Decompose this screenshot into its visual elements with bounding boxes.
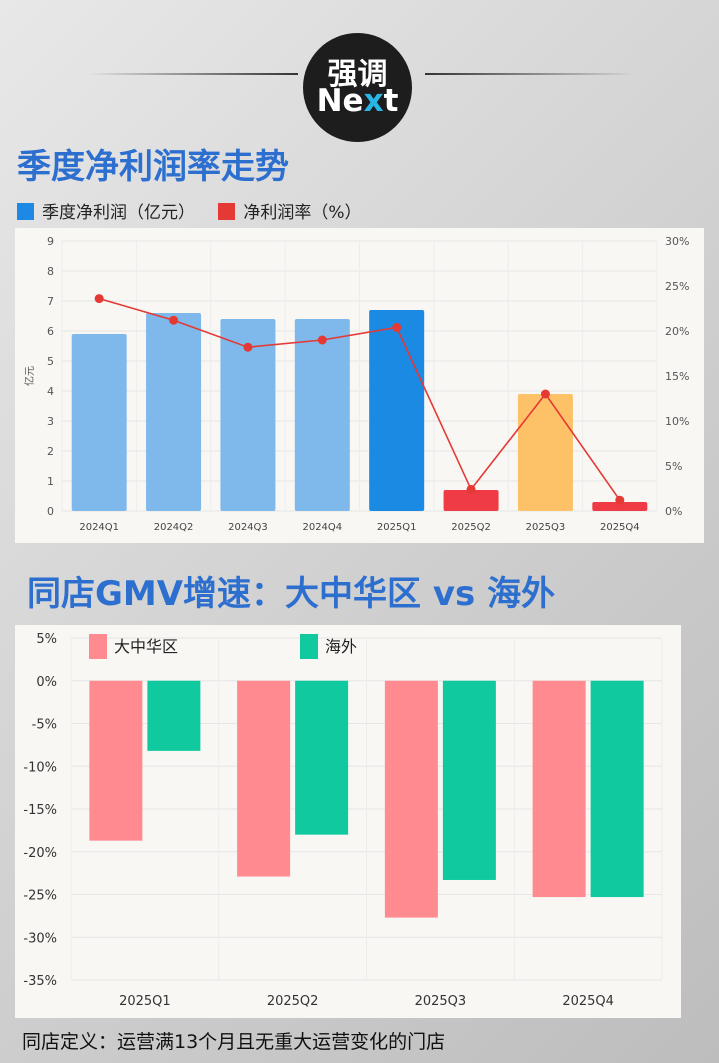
y2-tick-label: 25% bbox=[665, 280, 689, 293]
bar-profit bbox=[369, 310, 425, 511]
y-tick-label: -35% bbox=[23, 974, 57, 989]
legend-swatch bbox=[89, 634, 107, 659]
point-margin bbox=[540, 389, 550, 399]
y-tick-label: 1 bbox=[47, 475, 54, 488]
x-tick-label: 2024Q4 bbox=[302, 522, 342, 533]
bar-profit bbox=[517, 394, 573, 511]
y-tick-label: 0% bbox=[36, 675, 57, 690]
chart2-svg: 5% 0% -5% -10% -15% -20% -25% -30% -35% 2025Q1 202… bbox=[23, 632, 663, 1009]
footnote: 同店定义：运营满13个月且无重大运营变化的门店 bbox=[22, 1031, 446, 1053]
legend-swatch-profit bbox=[17, 203, 34, 220]
y2-tick-label: 5% bbox=[665, 460, 682, 473]
point-margin bbox=[169, 315, 179, 325]
bar-profit bbox=[294, 319, 350, 511]
legend-item-profit: 季度净利润（亿元） bbox=[17, 198, 195, 223]
legend-label-profit: 季度净利润（亿元） bbox=[42, 203, 195, 223]
y-tick-label: 6 bbox=[47, 325, 54, 338]
y-axis-label: 亿元 bbox=[23, 366, 36, 386]
y2-tick-label: 10% bbox=[665, 415, 689, 428]
bar-profit bbox=[592, 502, 648, 511]
chart2-title: 同店GMV增速：大中华区 vs 海外 bbox=[27, 574, 556, 614]
logo-line2: Next bbox=[303, 83, 412, 119]
bar-overseas bbox=[590, 680, 644, 898]
y-tick-label: 5% bbox=[36, 632, 57, 647]
chart1-title: 季度净利润率走势 bbox=[17, 147, 289, 187]
y-tick-label: -25% bbox=[23, 889, 57, 904]
chart1-panel: 0 1 2 3 4 5 6 7 8 9 0% 5% 10% 15% 20% 25% 30% 亿元 2024Q1 202… bbox=[15, 228, 704, 543]
x-tick-label: 2025Q3 bbox=[526, 522, 566, 533]
y2-tick-label: 15% bbox=[665, 370, 689, 383]
y-tick-label: 7 bbox=[47, 295, 54, 308]
chart1-svg: 0 1 2 3 4 5 6 7 8 9 0% 5% 10% 15% 20% 25% 30% 亿元 2024Q1 202… bbox=[23, 235, 689, 533]
y2-tick-label: 20% bbox=[665, 325, 689, 338]
legend-label: 海外 bbox=[325, 637, 357, 656]
logo-text-x: x bbox=[363, 83, 384, 119]
point-margin bbox=[317, 335, 327, 345]
y-tick-label: 0 bbox=[47, 505, 54, 518]
bar-overseas bbox=[442, 680, 496, 880]
logo-line1: 强调 bbox=[327, 57, 388, 92]
y-tick-label: 2 bbox=[47, 445, 54, 458]
bar-profit bbox=[71, 334, 127, 511]
x-tick-label: 2025Q1 bbox=[377, 522, 417, 533]
legend-swatch-margin bbox=[218, 203, 236, 220]
x-tick-label: 2024Q1 bbox=[79, 522, 119, 533]
x-tick-label: 2025Q2 bbox=[267, 994, 319, 1009]
y-tick-label: -5% bbox=[32, 718, 57, 733]
y-tick-label: -30% bbox=[23, 931, 57, 946]
y-tick-label: -10% bbox=[23, 760, 57, 775]
bar-greater-china bbox=[532, 680, 586, 898]
bar-greater-china bbox=[237, 680, 291, 877]
y2-tick-label: 30% bbox=[665, 235, 689, 248]
y-tick-label: -15% bbox=[23, 803, 57, 818]
legend-item-margin: 净利润率（%） bbox=[218, 198, 362, 223]
x-tick-label: 2025Q2 bbox=[451, 522, 491, 533]
bar-profit bbox=[146, 313, 202, 511]
bar-greater-china bbox=[89, 680, 143, 841]
x-tick-label: 2024Q3 bbox=[228, 522, 268, 533]
y-tick-label: 9 bbox=[47, 235, 54, 248]
y-tick-label: 5 bbox=[47, 355, 54, 368]
logo: 强调 Next bbox=[303, 33, 412, 142]
x-tick-label: 2025Q4 bbox=[562, 994, 614, 1009]
x-tick-label: 2025Q1 bbox=[119, 994, 171, 1009]
y2-tick-label: 0% bbox=[665, 505, 682, 518]
y-tick-label: 8 bbox=[47, 265, 54, 278]
bar-greater-china bbox=[384, 680, 438, 918]
bar-overseas bbox=[147, 680, 201, 751]
decor-line-left bbox=[88, 73, 298, 75]
y-tick-label: -20% bbox=[23, 846, 57, 861]
bar-profit bbox=[220, 319, 276, 511]
line-margin bbox=[98, 297, 621, 501]
chart1-legend: 季度净利润（亿元） 净利润率（%） bbox=[17, 198, 380, 223]
x-tick-label: 2025Q4 bbox=[600, 522, 640, 533]
logo-text-t: t bbox=[383, 83, 399, 119]
point-margin bbox=[615, 495, 625, 505]
bar-profit bbox=[443, 490, 499, 511]
y-tick-label: 3 bbox=[47, 415, 54, 428]
y-tick-label: 4 bbox=[47, 385, 54, 398]
chart2-panel: 5% 0% -5% -10% -15% -20% -25% -30% -35% 2025Q1 202… bbox=[15, 625, 681, 1018]
point-margin bbox=[243, 342, 253, 352]
point-margin bbox=[392, 322, 402, 332]
x-tick-label: 2025Q3 bbox=[415, 994, 467, 1009]
logo-text-ne: Ne bbox=[316, 83, 364, 119]
decor-line-right bbox=[425, 73, 635, 75]
point-margin bbox=[466, 484, 476, 494]
legend-label: 大中华区 bbox=[114, 637, 178, 656]
x-tick-label: 2024Q2 bbox=[154, 522, 194, 533]
legend-swatch bbox=[300, 634, 318, 659]
point-margin bbox=[94, 294, 104, 304]
bar-overseas bbox=[295, 680, 349, 835]
legend-label-margin: 净利润率（%） bbox=[243, 203, 362, 223]
